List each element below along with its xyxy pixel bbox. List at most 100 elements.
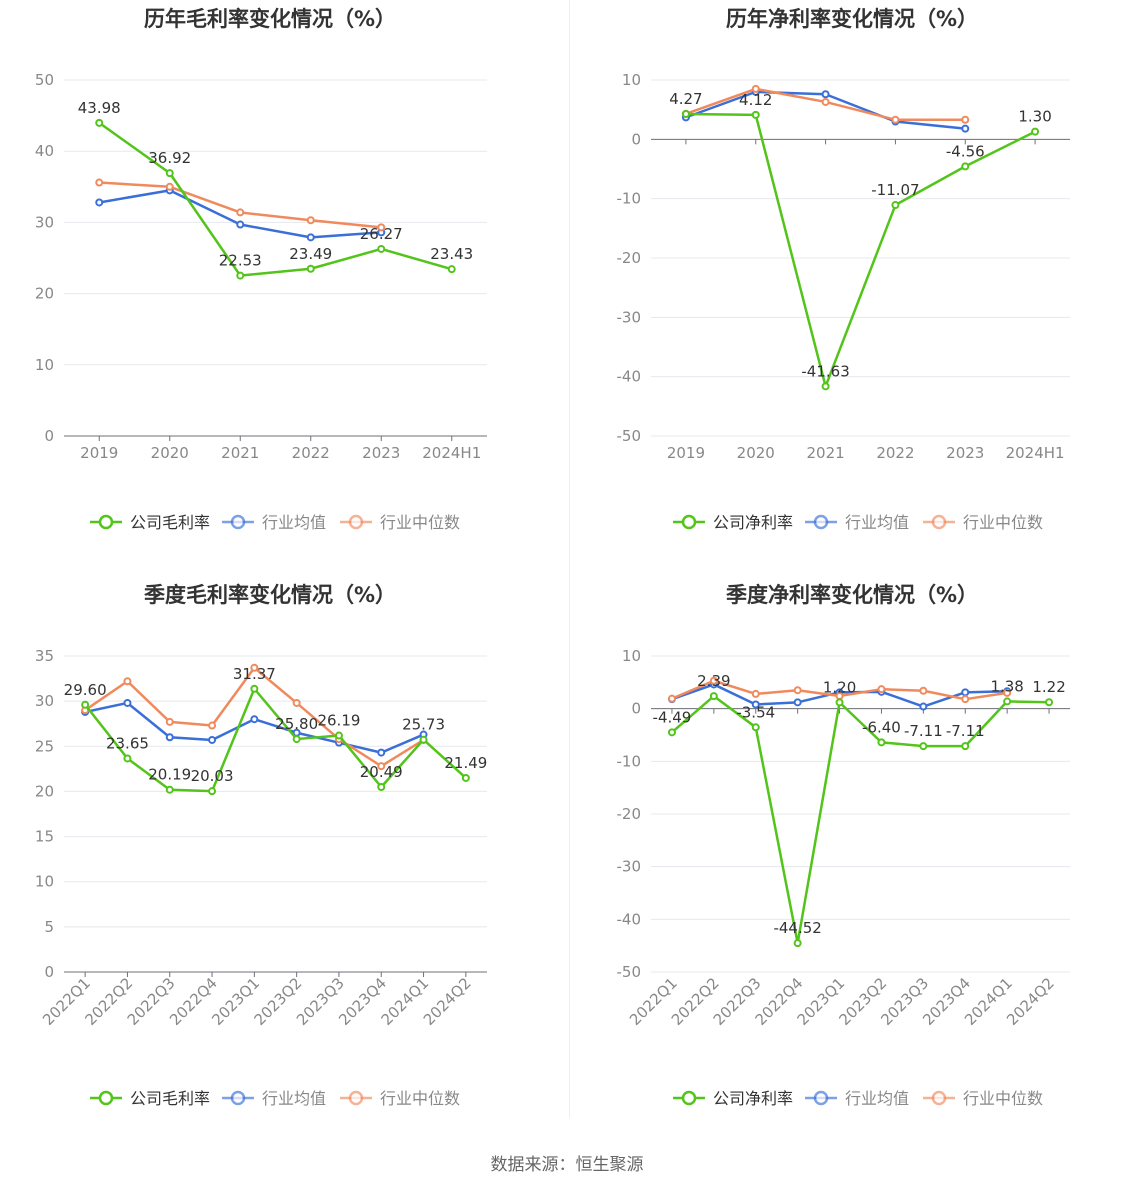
data-point <box>681 109 690 118</box>
legend-item: 行业中位数 <box>340 1089 460 1108</box>
chart-annual-net-margin-svg: 历年净利率变化情况（%） -50 -40 -30 -20 -10 0 10 2019 2020 20… <box>617 7 1070 532</box>
x-tick-label: 2019 <box>667 444 705 462</box>
data-point <box>208 787 217 796</box>
data-point <box>961 695 970 704</box>
data-point <box>377 748 386 757</box>
data-label: -7.11 <box>904 722 943 740</box>
x-tick-label: 2023 <box>946 444 984 462</box>
data-point <box>961 124 970 133</box>
data-point <box>751 723 760 732</box>
data-label: 20.49 <box>360 763 403 781</box>
legend-marker <box>681 1090 697 1106</box>
legend-item: 行业中位数 <box>923 513 1043 532</box>
legend-label: 行业均值 <box>262 1089 326 1108</box>
y-tick-label: 20 <box>35 285 54 303</box>
x-tick-label: 2020 <box>737 444 775 462</box>
data-label: 26.19 <box>317 712 360 730</box>
data-point <box>250 684 259 693</box>
legend-item: 行业均值 <box>805 513 909 532</box>
legend-label: 行业均值 <box>845 513 909 532</box>
data-point <box>1031 127 1040 136</box>
y-tick-label: -40 <box>617 910 642 928</box>
y-tick-label: 15 <box>35 828 54 846</box>
data-point <box>751 84 760 93</box>
data-label: -4.49 <box>653 708 692 726</box>
data-point <box>919 702 928 711</box>
series-line <box>98 121 453 277</box>
y-tick-label: -10 <box>617 190 642 208</box>
data-label: 4.12 <box>739 91 772 109</box>
y-tick-label: -20 <box>617 249 642 267</box>
legend-item: 行业均值 <box>222 513 326 532</box>
y-tick-label: 25 <box>35 737 54 755</box>
legend-marker <box>931 1090 947 1106</box>
data-point <box>709 692 718 701</box>
data-point <box>667 728 676 737</box>
legend-marker <box>348 1090 364 1106</box>
data-label: -11.07 <box>871 181 919 199</box>
data-label: -3.54 <box>736 703 775 721</box>
series-line <box>84 687 467 793</box>
y-tick-label: -50 <box>617 963 642 981</box>
data-label: -41.63 <box>801 362 849 380</box>
legend-item: 公司净利率 <box>673 1089 793 1108</box>
y-tick-label: 10 <box>35 356 54 374</box>
legend-label: 行业中位数 <box>963 1089 1043 1108</box>
data-point <box>793 698 802 707</box>
data-point <box>236 208 245 217</box>
data-point <box>821 382 830 391</box>
data-label: 31.37 <box>233 665 276 683</box>
data-label: 43.98 <box>78 99 121 117</box>
legend-item: 行业中位数 <box>340 513 460 532</box>
data-label: -4.56 <box>946 142 985 160</box>
data-label: 23.65 <box>106 734 149 752</box>
data-point <box>236 271 245 280</box>
data-point <box>961 162 970 171</box>
legend-item: 行业均值 <box>222 1089 326 1108</box>
data-point <box>751 689 760 698</box>
legend-label: 行业中位数 <box>380 1089 460 1108</box>
chart-annual-net-margin: 历年净利率变化情况（%） -50 -40 -30 -20 -10 0 10 2019 2020 20… <box>567 0 1134 576</box>
data-point <box>292 735 301 744</box>
data-point <box>236 220 245 229</box>
data-point <box>377 223 386 232</box>
data-point <box>1003 697 1012 706</box>
chart-title: 历年毛利率变化情况（%） <box>144 7 396 31</box>
chart-title: 季度毛利率变化情况（%） <box>144 583 396 607</box>
data-point <box>377 244 386 253</box>
x-tick-label: 2024H1 <box>1006 444 1065 462</box>
chart-quarterly-gross-margin: 季度毛利率变化情况（%） 0 5 10 15 20 25 30 35 2022Q1 2022Q2 20… <box>0 576 567 1152</box>
legend-label: 行业均值 <box>262 513 326 532</box>
legend-item: 行业均值 <box>805 1089 909 1108</box>
x-tick-label: 2024H1 <box>422 444 481 462</box>
chart-quarterly-net-margin-svg: 季度净利率变化情况（%）-50-40-30-20-100102022Q12022… <box>617 583 1070 1108</box>
data-point <box>1045 698 1054 707</box>
y-tick-label: 30 <box>35 213 54 231</box>
x-tick-label: 2021 <box>806 444 844 462</box>
data-point <box>447 265 456 274</box>
legend-label: 行业中位数 <box>380 513 460 532</box>
chart-quarterly-gross-margin-svg: 季度毛利率变化情况（%）051015202530352022Q12022Q220… <box>35 583 487 1108</box>
data-point <box>81 700 90 709</box>
data-label: 25.80 <box>275 715 318 733</box>
legend-item: 公司毛利率 <box>90 1089 210 1108</box>
legend-marker <box>681 514 697 530</box>
data-point <box>667 694 676 703</box>
data-label: 1.22 <box>1032 678 1065 696</box>
data-point <box>165 785 174 794</box>
data-point <box>751 110 760 119</box>
data-point <box>961 115 970 124</box>
y-tick-label: -20 <box>617 805 642 823</box>
y-tick-label: -30 <box>617 308 642 326</box>
x-tick-label: 2022 <box>876 444 914 462</box>
data-point <box>165 169 174 178</box>
legend-marker <box>98 514 114 530</box>
legend-marker <box>931 514 947 530</box>
data-point <box>123 754 132 763</box>
legend-label: 公司毛利率 <box>130 513 210 532</box>
y-tick-label: 10 <box>622 647 641 665</box>
data-point <box>292 698 301 707</box>
data-label: 25.73 <box>402 716 445 734</box>
legend-marker <box>230 514 246 530</box>
y-tick-label: 50 <box>35 71 54 89</box>
